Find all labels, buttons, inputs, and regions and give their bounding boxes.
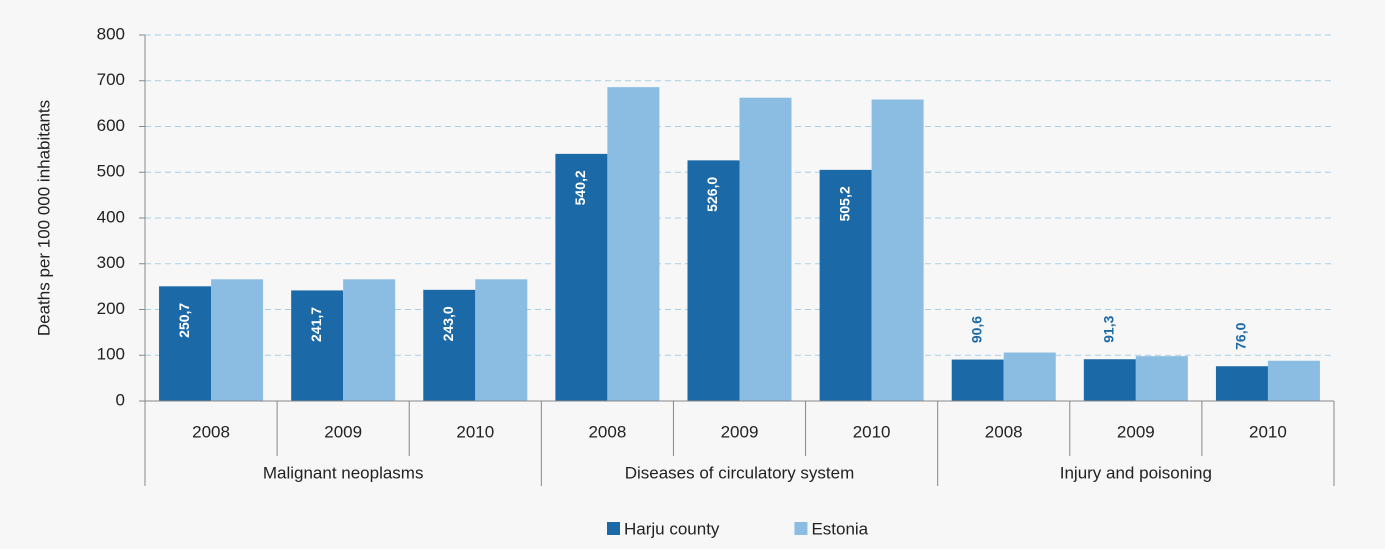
bar xyxy=(1135,356,1188,401)
y-tick-label: 100 xyxy=(97,345,125,364)
bar xyxy=(1003,352,1056,401)
bar xyxy=(607,87,660,401)
value-label: 243,0 xyxy=(440,306,456,341)
x-tick-label: 2009 xyxy=(721,422,759,441)
bar xyxy=(871,99,924,401)
y-tick-label: 600 xyxy=(97,116,125,135)
group-label: Injury and poisoning xyxy=(1060,463,1212,482)
y-tick-label: 700 xyxy=(97,70,125,89)
bar xyxy=(819,169,872,401)
value-label: 90,6 xyxy=(968,316,984,343)
x-tick-label: 2008 xyxy=(985,422,1023,441)
y-tick-label: 800 xyxy=(97,24,125,43)
y-tick-label: 0 xyxy=(116,390,125,409)
bar xyxy=(687,160,740,401)
value-label: 76,0 xyxy=(1233,322,1249,349)
y-tick-label: 400 xyxy=(97,207,125,226)
bar xyxy=(951,359,1004,401)
y-tick-label: 300 xyxy=(97,253,125,272)
y-tick-label: 500 xyxy=(97,162,125,181)
bar xyxy=(475,279,528,401)
legend-swatch xyxy=(607,522,620,535)
x-tick-label: 2009 xyxy=(1117,422,1155,441)
value-label: 250,7 xyxy=(176,303,192,338)
value-label: 91,3 xyxy=(1101,315,1117,342)
x-tick-label: 2010 xyxy=(1249,422,1287,441)
bar xyxy=(739,97,792,402)
x-tick-label: 2008 xyxy=(192,422,230,441)
x-tick-label: 2010 xyxy=(456,422,494,441)
x-tick-label: 2009 xyxy=(324,422,362,441)
y-axis-label: Deaths per 100 000 inhabitants xyxy=(34,100,53,336)
group-label: Malignant neoplasms xyxy=(263,463,424,482)
group-label: Diseases of circulatory system xyxy=(625,463,855,482)
y-tick-label: 200 xyxy=(97,299,125,318)
x-tick-label: 2010 xyxy=(853,422,891,441)
legend-swatch xyxy=(794,522,808,535)
bar xyxy=(159,286,212,401)
bar xyxy=(211,279,264,401)
legend-label: Harju county xyxy=(624,519,720,538)
bar xyxy=(423,289,476,401)
value-label: 241,7 xyxy=(308,307,324,342)
bar xyxy=(291,290,344,401)
bar xyxy=(343,279,396,401)
value-label: 505,2 xyxy=(836,186,852,221)
bar xyxy=(1267,360,1320,401)
bar xyxy=(1083,359,1136,401)
x-tick-label: 2008 xyxy=(588,422,626,441)
legend-label: Estonia xyxy=(811,519,868,538)
value-label: 526,0 xyxy=(704,177,720,212)
value-label: 540,2 xyxy=(572,170,588,205)
bar xyxy=(1215,366,1268,401)
bar xyxy=(555,153,608,401)
